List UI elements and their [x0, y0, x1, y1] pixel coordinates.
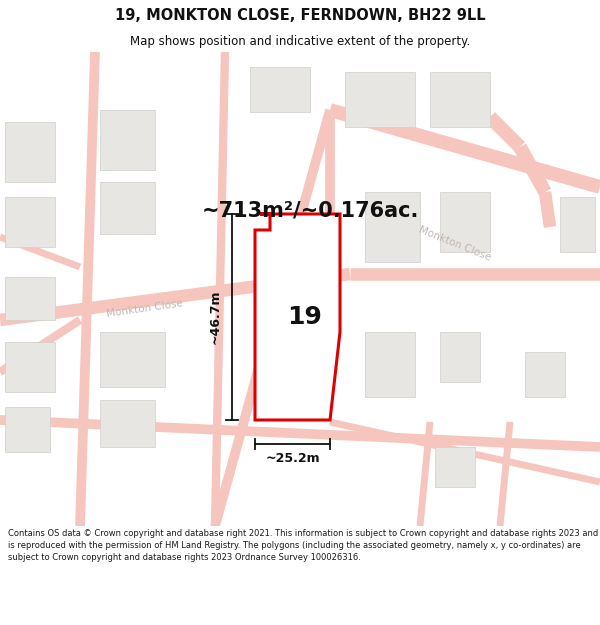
Polygon shape [345, 72, 415, 127]
Polygon shape [365, 192, 420, 262]
Polygon shape [5, 342, 55, 392]
Text: 19, MONKTON CLOSE, FERNDOWN, BH22 9LL: 19, MONKTON CLOSE, FERNDOWN, BH22 9LL [115, 8, 485, 22]
Polygon shape [5, 122, 55, 182]
Polygon shape [5, 277, 55, 320]
Polygon shape [5, 407, 50, 452]
Text: Map shows position and indicative extent of the property.: Map shows position and indicative extent… [130, 36, 470, 48]
Polygon shape [250, 67, 310, 112]
Text: ~713m²/~0.176ac.: ~713m²/~0.176ac. [202, 200, 419, 220]
Text: Monkton Close: Monkton Close [418, 225, 493, 263]
Polygon shape [270, 247, 325, 392]
Polygon shape [100, 332, 165, 387]
Polygon shape [100, 400, 155, 447]
Polygon shape [5, 197, 55, 247]
Polygon shape [525, 352, 565, 397]
Polygon shape [365, 332, 415, 397]
Polygon shape [440, 192, 490, 252]
Text: ~46.7m: ~46.7m [209, 290, 222, 344]
Text: 19: 19 [287, 305, 322, 329]
Polygon shape [440, 332, 480, 382]
Polygon shape [100, 110, 155, 170]
Text: Contains OS data © Crown copyright and database right 2021. This information is : Contains OS data © Crown copyright and d… [8, 529, 598, 562]
Polygon shape [100, 182, 155, 234]
Polygon shape [255, 214, 340, 420]
Text: ~25.2m: ~25.2m [265, 452, 320, 465]
Text: Monkton Close: Monkton Close [106, 299, 184, 319]
Polygon shape [430, 72, 490, 127]
Polygon shape [560, 197, 595, 252]
Polygon shape [435, 447, 475, 487]
